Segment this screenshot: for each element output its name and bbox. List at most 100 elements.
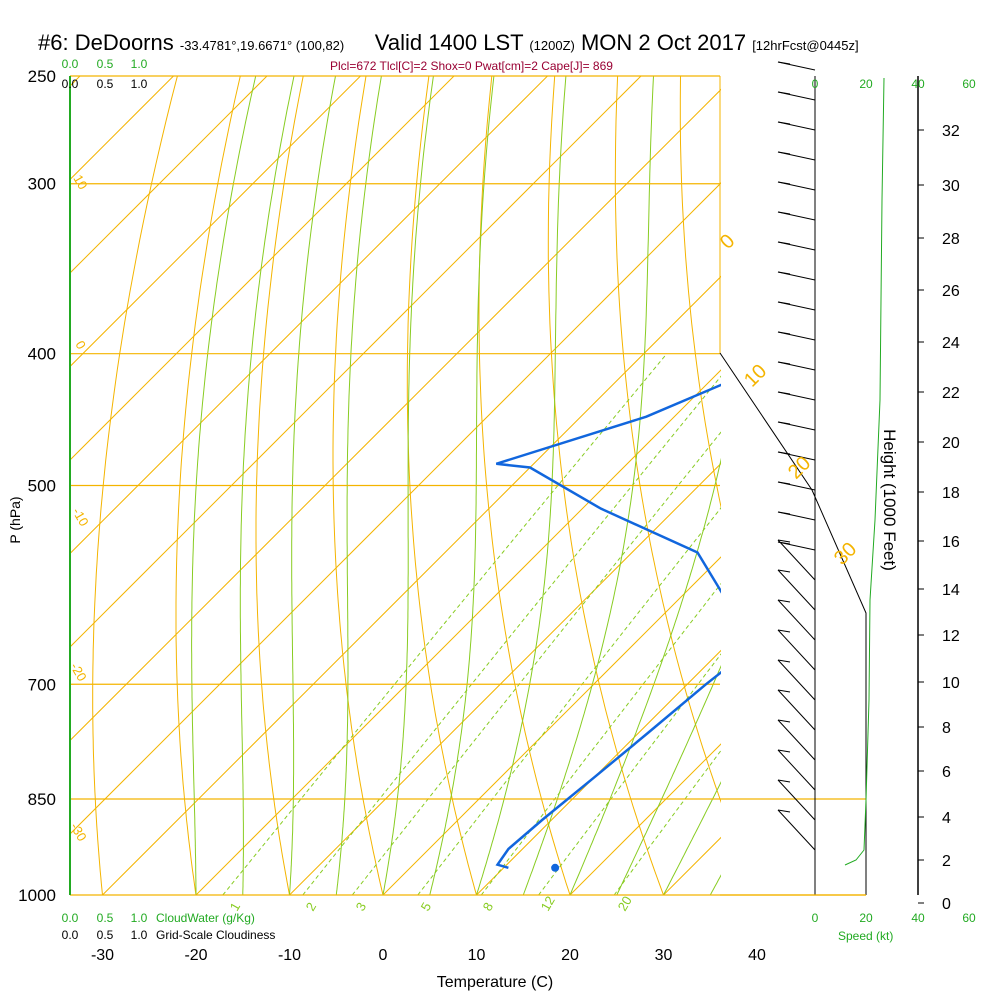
stability-indices: Plcl=672 Tlcl[C]=2 Shox=0 Pwat[cm]=2 Cap… — [330, 59, 613, 73]
temperature-tick-label: 0 — [379, 947, 388, 964]
cloud-tick-label: 1.0 — [131, 77, 148, 91]
height-tick-label: 4 — [942, 810, 951, 827]
mixing-ratio-label: 20 — [615, 893, 635, 913]
wind-barb — [777, 689, 816, 731]
mixing-ratio-label: 5 — [418, 900, 435, 914]
height-tick-label: 2 — [942, 853, 951, 870]
isotherm-label: 10 — [70, 172, 90, 192]
y-axis-label: P (hPa) — [7, 496, 23, 543]
barb-flag — [777, 391, 791, 395]
station-coords: -33.4781°,19.6671° (100,82) — [179, 38, 345, 53]
barb-staff — [777, 689, 816, 731]
chart-axes: -30 -20 -10 0 10 20 30 400.0 0.5 1.00.0 0.5 1.00.0 0… — [62, 57, 960, 964]
mixing-ratio-line — [222, 353, 668, 895]
barb-flag — [777, 121, 791, 125]
mixing-ratio-label: 8 — [480, 900, 497, 914]
wind-barb — [777, 91, 816, 101]
dry-adiabat-line — [806, 76, 1000, 895]
dewpoint-profile-line — [495, 383, 721, 870]
wind-barb — [777, 629, 816, 671]
height-tick-label: 22 — [942, 385, 960, 402]
barb-staff — [777, 539, 816, 581]
chart-labels: Plcl=672 Tlcl[C]=2 Shox=0 Pwat[cm]=2 Cap… — [7, 59, 899, 991]
pressure-tick-label: 500 — [28, 477, 56, 496]
mixing-ratio-line — [417, 507, 721, 895]
temperature-tick-label: -10 — [278, 947, 301, 964]
barb-flag — [777, 181, 791, 185]
barb-flag — [777, 271, 791, 275]
barb-flag — [777, 361, 791, 365]
barb-flag — [777, 241, 791, 245]
cloud-tick-label: 0.0 — [62, 77, 79, 91]
isotherm-line — [851, 76, 1000, 895]
dry-adiabat-line — [547, 76, 664, 895]
isotherm-line — [70, 76, 268, 274]
temperature-tick-label: 40 — [748, 947, 766, 964]
wind-barb — [777, 451, 816, 461]
wind-barb — [777, 271, 816, 281]
wind-barb — [777, 241, 816, 251]
height-tick-label: 12 — [942, 628, 960, 645]
wind-barb — [777, 391, 816, 401]
isotherm-line — [70, 76, 361, 368]
wind-barb — [777, 181, 816, 191]
cloud-tick-label: 0.0 — [62, 928, 79, 942]
station-name: #6: DeDoorns — [38, 30, 174, 55]
dry-adiabat-line — [92, 76, 178, 895]
mixing-ratio-label: 12 — [538, 893, 558, 913]
wind-barb — [777, 481, 816, 491]
height-axis-label: Height (1000 Feet) — [880, 429, 899, 571]
barb-flag — [777, 211, 791, 215]
wind-barb — [777, 569, 816, 611]
barb-flag — [777, 659, 791, 663]
barb-flag — [777, 719, 791, 723]
barb-flag — [777, 599, 791, 603]
barb-staff — [777, 569, 816, 611]
wind-barb — [777, 719, 816, 761]
wind-barb — [777, 539, 816, 581]
surface-dewpoint-point — [551, 863, 560, 872]
dry-adiabat-line — [995, 76, 1000, 895]
height-tick-label: 30 — [942, 178, 960, 195]
dry-adiabat-label: 20 — [784, 452, 815, 483]
cloud-tick-label: 0.5 — [97, 911, 114, 925]
barb-staff — [777, 719, 816, 761]
dry-adiabat-line — [255, 76, 304, 895]
mixing-ratio-line — [613, 749, 721, 895]
barb-flag — [777, 569, 791, 573]
cloudwater-label: CloudWater (g/Kg) — [156, 911, 255, 925]
height-tick-label: 28 — [942, 231, 960, 248]
cloud-tick-label: 1.0 — [131, 911, 148, 925]
mixing-ratio-line — [351, 431, 721, 895]
height-tick-label: 8 — [942, 720, 951, 737]
height-tick-label: 0 — [942, 896, 951, 913]
cloud-tick-label: 0.5 — [97, 928, 114, 942]
moist-adiabat-line — [191, 76, 257, 895]
height-tick-label: 14 — [942, 582, 960, 599]
cloud-tick-label: 0.0 — [62, 911, 79, 925]
speed-tick-label: 0 — [812, 77, 819, 91]
dry-adiabat-line — [679, 76, 721, 510]
height-tick-label: 32 — [942, 123, 960, 140]
temperature-tick-label: 20 — [561, 947, 579, 964]
moist-adiabat-line — [289, 76, 336, 895]
temperature-tick-label: 10 — [468, 947, 486, 964]
x-axis-label: Temperature (C) — [437, 974, 553, 991]
speed-tick-label: 60 — [962, 77, 976, 91]
zulu-time: (1200Z) — [529, 38, 575, 53]
moist-adiabat-line — [569, 457, 721, 895]
barb-staff — [777, 599, 816, 641]
cloud-tick-label: 0.5 — [97, 77, 114, 91]
wind-barb — [777, 749, 816, 791]
wind-barb — [777, 211, 816, 221]
mixing-ratio-line — [538, 653, 721, 895]
isotherm-label: -10 — [69, 505, 91, 529]
wind-barb — [777, 301, 816, 311]
dry-adiabat-line — [743, 76, 944, 895]
barb-flag — [777, 421, 791, 425]
wind-barb — [777, 779, 816, 821]
dry-adiabat-label: 30 — [830, 538, 861, 569]
forecast-info: [12hrFcst@0445z] — [752, 38, 859, 53]
